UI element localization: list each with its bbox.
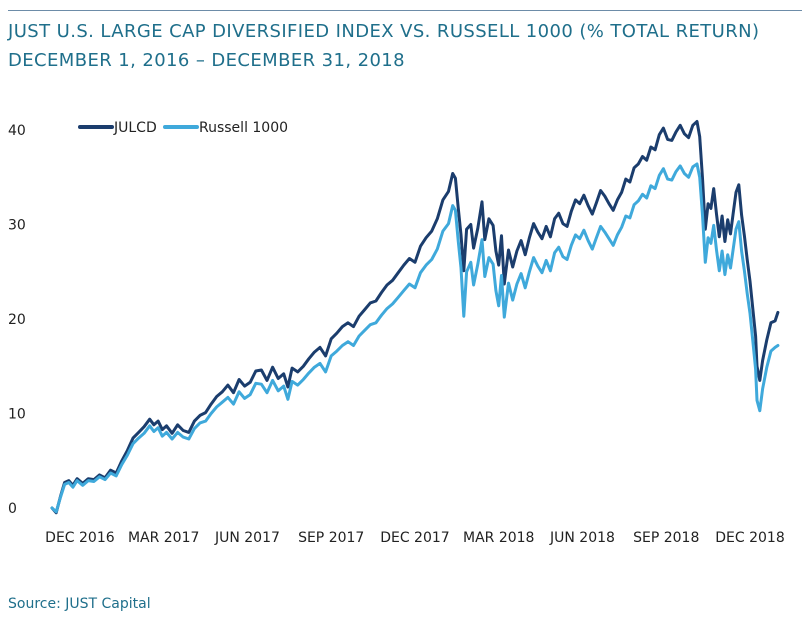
y-tick-label: 20 — [8, 312, 26, 328]
top-rule — [8, 10, 802, 11]
x-tick-label: DEC 2018 — [715, 530, 784, 546]
x-tick-label: DEC 2017 — [380, 530, 449, 546]
y-axis-ticks: 0 10 20 30 40 — [8, 123, 26, 517]
x-axis-ticks: DEC 2016 MAR 2017 JUN 2017 SEP 2017 DEC 2017… — [45, 530, 785, 546]
series-line-russell-1000 — [50, 162, 780, 514]
x-tick-label: MAR 2018 — [463, 530, 534, 546]
y-tick-label: 0 — [8, 501, 17, 517]
x-tick-label: MAR 2017 — [128, 530, 199, 546]
y-tick-label: 40 — [8, 123, 26, 139]
x-tick-label: DEC 2016 — [45, 530, 115, 546]
source-note: Source: JUST Capital — [8, 596, 151, 612]
legend: JULCD Russell 1000 — [78, 120, 288, 136]
x-tick-label: SEP 2018 — [633, 530, 699, 546]
y-tick-label: 10 — [8, 407, 26, 423]
legend-label: Russell 1000 — [199, 120, 288, 136]
legend-label: JULCD — [113, 120, 157, 136]
x-tick-label: JUN 2017 — [214, 530, 280, 546]
series-line-julcd — [50, 120, 780, 515]
x-tick-label: SEP 2017 — [298, 530, 364, 546]
chart-subtitle: DECEMBER 1, 2016 – DECEMBER 31, 2018 — [8, 50, 406, 71]
x-tick-label: JUN 2018 — [549, 530, 615, 546]
series-layer — [50, 120, 780, 515]
y-tick-label: 30 — [8, 218, 26, 234]
chart-title: JUST U.S. LARGE CAP DIVERSIFIED INDEX VS… — [8, 21, 760, 42]
